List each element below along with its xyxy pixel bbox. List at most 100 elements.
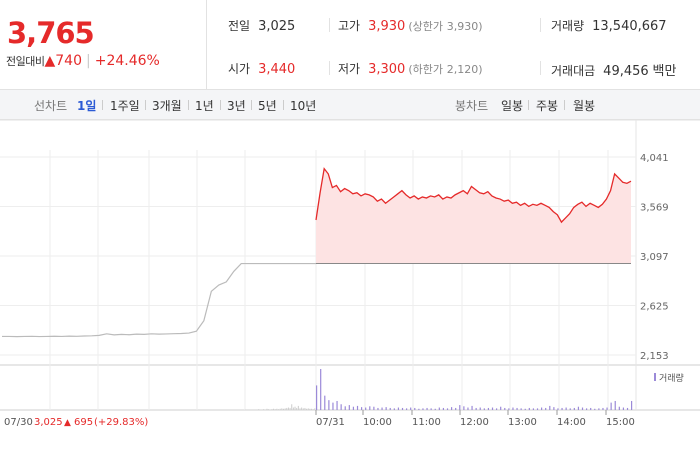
volume-bar [606, 407, 608, 410]
stat-label: 저가 [338, 62, 361, 76]
volume-legend-swatch [654, 373, 656, 381]
intraday-price-chart[interactable]: 4,041 3,569 3,097 2,625 2,153 거래량 07/31 10:00… [0, 120, 700, 450]
volume-bar [614, 400, 616, 410]
period-1y-button[interactable]: 1년 [195, 99, 214, 113]
prev-day-volume-bar [282, 408, 284, 410]
current-price-box: 3,765 전일대비▲740 | +24.46% [0, 0, 207, 90]
lower-limit-value: 2,120) [446, 63, 483, 76]
prev-day-volume-bar [294, 406, 296, 410]
period-1d-button[interactable]: 1일 [77, 99, 97, 113]
today-price-area [316, 168, 631, 264]
upper-limit-value: 3,930) [446, 20, 483, 33]
volume-bar [590, 407, 592, 410]
stat-label: 시가 [228, 62, 251, 76]
prev-day-volume-bar [273, 408, 275, 410]
today-price-line [315, 167, 632, 224]
prev-day-volume-bar [301, 407, 303, 410]
volume-bar [463, 406, 465, 410]
volume-pane: 거래량 [245, 369, 684, 410]
volume-bar [385, 407, 387, 410]
divider [540, 18, 541, 32]
period-toolbar: 선차트 1일 1주일 3개월 1년 3년 5년 10년 봉차트 일봉 주봉 월봉 [0, 90, 700, 120]
volume-bar [491, 407, 494, 410]
candle-weekly-button[interactable]: 주봉 [536, 99, 559, 113]
volume-bar [344, 406, 346, 410]
volume-bar [631, 400, 633, 410]
volume-bar [422, 408, 424, 410]
stat-label: 거래대금 [551, 64, 596, 78]
stat-value: 3,025 [258, 19, 296, 34]
volume-bar [557, 408, 559, 410]
stat-label: 거래량 [551, 19, 585, 33]
volume-bar [504, 407, 506, 410]
stat-label: 고가 [338, 19, 361, 33]
separator [220, 100, 221, 110]
period-5y-button[interactable]: 5년 [258, 99, 277, 113]
stat-open: 시가 3,440 [228, 60, 295, 77]
current-price: 3,765 [7, 16, 95, 50]
volume-bar [316, 385, 318, 410]
separator [564, 100, 565, 110]
volume-bar [610, 402, 612, 410]
volume-bar [446, 408, 449, 410]
volume-bar [377, 407, 379, 410]
stat-value: 3,930 [368, 19, 406, 34]
prev-day-volume-bar [306, 408, 308, 410]
volume-bar [569, 408, 571, 410]
volume-bar [512, 407, 514, 410]
separator [188, 100, 189, 110]
candle-daily-button[interactable]: 일봉 [501, 99, 524, 113]
volume-bar [622, 407, 625, 410]
prev-day-volume-bar [299, 408, 301, 410]
volume-bar [328, 400, 330, 410]
change-line: 전일대비▲740 | +24.46% [6, 53, 160, 69]
line-chart-label: 선차트 [34, 99, 68, 113]
prev-day-volume-bar [271, 409, 273, 410]
divider [329, 61, 330, 75]
period-3m-button[interactable]: 3개월 [152, 99, 182, 113]
prev-day-volume-bar [304, 407, 306, 410]
prev-day-volume-bar [268, 409, 270, 410]
x-tick-label: 10:00 [363, 417, 392, 428]
period-1w-button[interactable]: 1주일 [110, 99, 140, 113]
volume-bar [565, 407, 567, 410]
prev-day-volume-bar [274, 409, 276, 410]
volume-bar [459, 405, 461, 410]
prev-day-volume-bar [292, 407, 294, 410]
volume-bar [438, 407, 440, 410]
change-separator: | [86, 53, 91, 69]
volume-bar [340, 404, 342, 410]
volume-bar [496, 408, 498, 410]
volume-bar [549, 405, 551, 410]
x-tick-label: 11:00 [412, 417, 441, 428]
volume-bar [500, 406, 502, 410]
x-tick-label: 13:00 [508, 417, 537, 428]
volume-bar [324, 395, 326, 410]
volume-bar [397, 407, 400, 410]
candle-monthly-button[interactable]: 월봉 [573, 99, 596, 113]
y-tick-label: 3,097 [640, 252, 669, 263]
x-tick-label: 15:00 [606, 417, 635, 428]
prev-day-volume-bar [263, 409, 265, 410]
period-3y-button[interactable]: 3년 [227, 99, 246, 113]
chart-grid [0, 120, 700, 411]
volume-bar [594, 408, 596, 410]
volume-bar [418, 408, 420, 410]
y-axis: 4,041 3,569 3,097 2,625 2,153 [640, 153, 669, 362]
prev-day-change-percent: (+29.83%) [94, 417, 148, 428]
volume-bar [553, 407, 555, 410]
y-tick-label: 4,041 [640, 153, 669, 164]
prev-day-volume-bar [302, 408, 304, 410]
prev-day-volume-bar [278, 409, 280, 410]
volume-bar [602, 407, 604, 410]
volume-bar [430, 408, 432, 410]
stat-volume: 거래량 13,540,667 [551, 17, 667, 34]
prev-day-volume-bar [312, 409, 314, 410]
change-label: 전일대비 [6, 55, 45, 68]
prev-day-volume-bar [297, 405, 299, 410]
volume-bar [577, 406, 580, 410]
volume-bar [356, 405, 359, 410]
y-tick-label: 3,569 [640, 203, 669, 214]
period-10y-button[interactable]: 10년 [290, 99, 317, 113]
prev-day-volume-bar [311, 408, 313, 410]
